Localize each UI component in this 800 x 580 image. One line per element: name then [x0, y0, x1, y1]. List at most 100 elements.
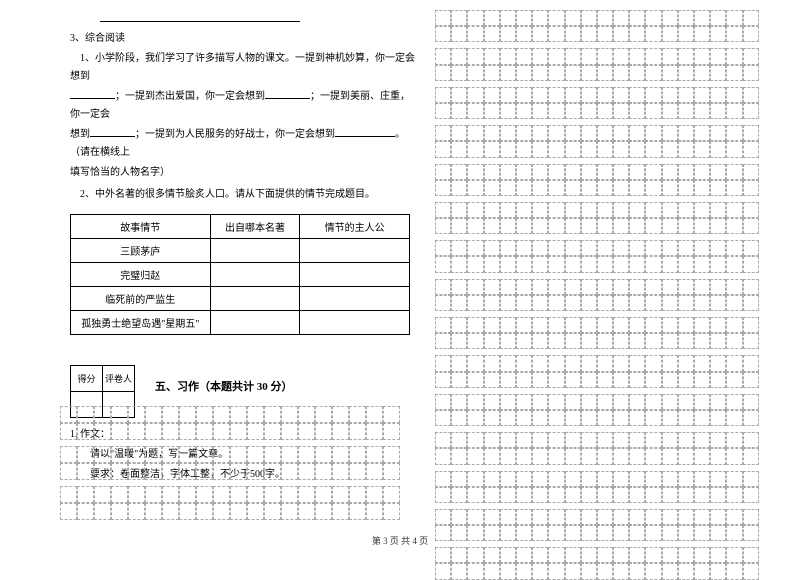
grid-cell — [581, 487, 597, 503]
grid-cell — [484, 65, 500, 81]
grid-cell — [435, 10, 451, 26]
grid-cell — [662, 410, 678, 426]
grid-cell — [484, 317, 500, 333]
grid-cell — [548, 509, 564, 525]
grid-cell — [613, 10, 629, 26]
grid-cell — [710, 218, 726, 234]
grid-cell — [94, 406, 111, 423]
grid-cell — [247, 446, 264, 463]
grid-cell — [629, 26, 645, 42]
grid-cell — [694, 410, 710, 426]
grid-cell — [662, 355, 678, 371]
grid-cell — [581, 240, 597, 256]
grid-cell — [613, 125, 629, 141]
grid-cell — [662, 448, 678, 464]
grid-cell — [743, 563, 759, 579]
grid-cell — [597, 218, 613, 234]
grid-cell — [532, 125, 548, 141]
grid-cell — [484, 279, 500, 295]
grid-cell — [281, 463, 298, 480]
grid-cell — [678, 317, 694, 333]
grid-cell — [548, 10, 564, 26]
grid-cell — [451, 256, 467, 272]
th: 出自哪本名著 — [210, 215, 300, 239]
grid-cell — [145, 446, 162, 463]
grid-cell — [743, 317, 759, 333]
grid-cell — [743, 256, 759, 272]
grid-cell — [532, 103, 548, 119]
grid-row — [60, 463, 405, 480]
grid-cell — [516, 547, 532, 563]
grid-cell — [613, 202, 629, 218]
th: 情节的主人公 — [300, 215, 410, 239]
grid-cell — [645, 26, 661, 42]
grid-cell — [383, 463, 400, 480]
grid-cell — [548, 487, 564, 503]
grid-cell — [645, 180, 661, 196]
grid-cell — [451, 509, 467, 525]
grid-cell — [451, 125, 467, 141]
grid-cell — [694, 317, 710, 333]
grid-row — [435, 471, 760, 487]
grid-cell — [484, 141, 500, 157]
grid-cell — [565, 333, 581, 349]
grid-cell — [629, 240, 645, 256]
grid-row — [435, 10, 760, 26]
grid-cell — [196, 463, 213, 480]
grid-cell — [613, 563, 629, 579]
grid-cell — [516, 180, 532, 196]
grid-cell — [451, 317, 467, 333]
grid-cell — [467, 509, 483, 525]
grid-cell — [565, 471, 581, 487]
grid-cell — [678, 10, 694, 26]
grid-cell — [597, 256, 613, 272]
grid-cell — [629, 256, 645, 272]
grid-cell — [435, 471, 451, 487]
grid-cell — [281, 446, 298, 463]
grid-cell — [678, 202, 694, 218]
grid-cell — [597, 394, 613, 410]
grid-cell — [581, 26, 597, 42]
grid-cell — [678, 279, 694, 295]
grid-cell — [662, 563, 678, 579]
grid-cell — [678, 432, 694, 448]
grid-cell — [581, 471, 597, 487]
grid-cell — [694, 509, 710, 525]
grid-cell — [662, 372, 678, 388]
grid-cell — [710, 448, 726, 464]
grid-cell — [451, 202, 467, 218]
grid-cell — [581, 279, 597, 295]
grid-cell — [710, 10, 726, 26]
grid-cell — [629, 487, 645, 503]
grid-cell — [484, 333, 500, 349]
grid-cell — [516, 509, 532, 525]
grid-cell — [645, 355, 661, 371]
grid-cell — [500, 295, 516, 311]
grid-cell — [467, 432, 483, 448]
grid-cell — [629, 471, 645, 487]
grid-cell — [629, 10, 645, 26]
grid-cell — [565, 394, 581, 410]
grid-cell — [548, 448, 564, 464]
grid-cell — [726, 103, 742, 119]
grid-cell — [298, 486, 315, 503]
grid-cell — [710, 295, 726, 311]
grid-cell — [645, 87, 661, 103]
grid-cell — [332, 503, 349, 520]
grid-cell — [548, 279, 564, 295]
q3-sub2: 2、中外名著的很多情节脍炙人口。请从下面提供的情节完成题目。 — [70, 186, 415, 204]
grid-cell — [366, 423, 383, 440]
grid-cell — [565, 317, 581, 333]
grid-cell — [484, 448, 500, 464]
grid-cell — [60, 446, 77, 463]
grid-cell — [645, 141, 661, 157]
grid-cell — [726, 10, 742, 26]
grid-cell — [315, 463, 332, 480]
grid-cell — [565, 180, 581, 196]
score-label: 得分 — [71, 366, 103, 392]
grid-cell — [516, 164, 532, 180]
grid-cell — [613, 394, 629, 410]
grid-cell — [581, 256, 597, 272]
grid-cell — [645, 448, 661, 464]
grid-cell — [743, 218, 759, 234]
